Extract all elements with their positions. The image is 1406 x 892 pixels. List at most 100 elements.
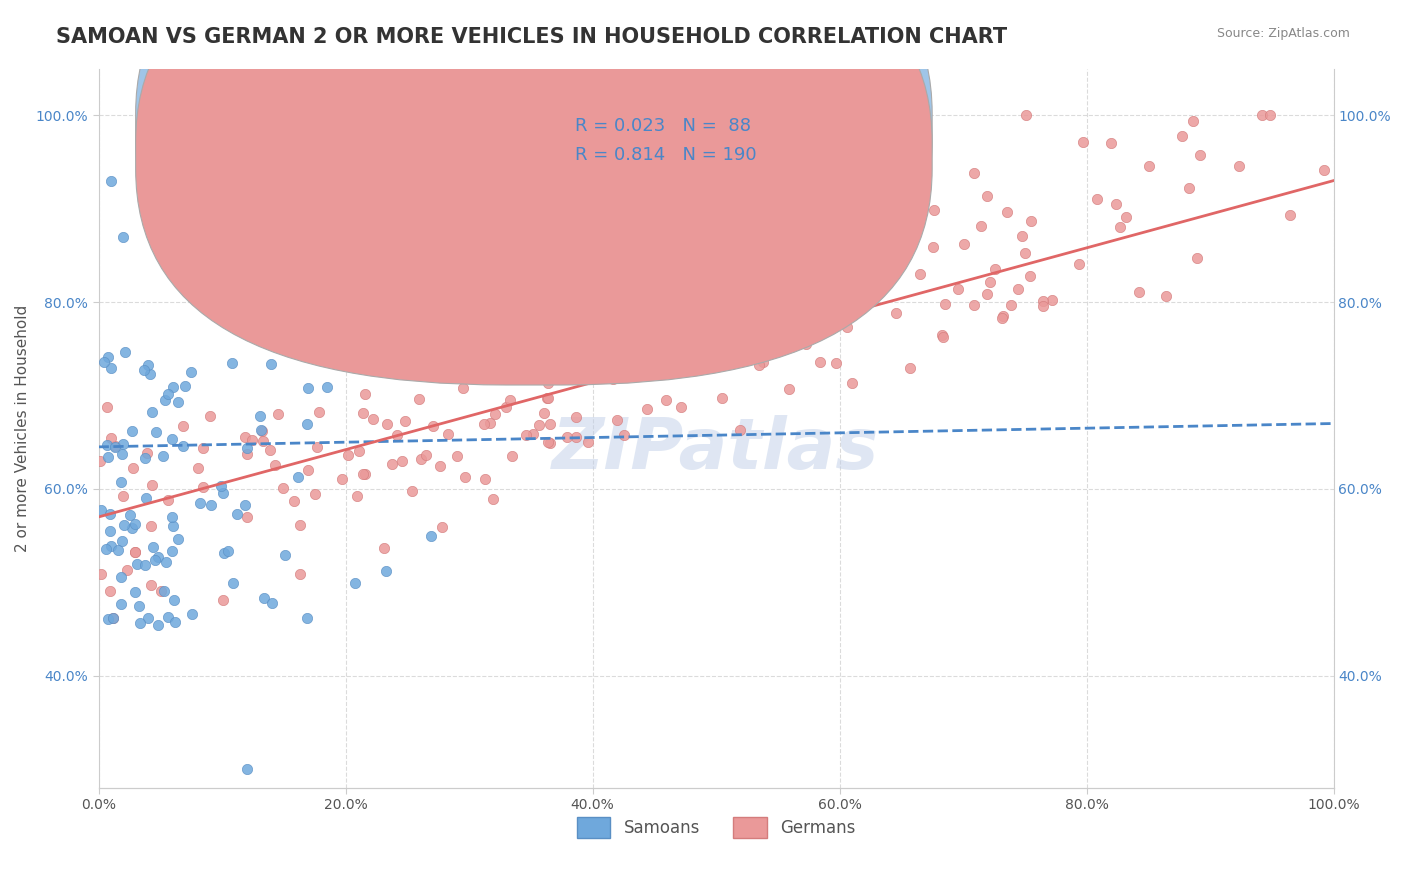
Point bbox=[1109, 219, 1132, 234]
Point bbox=[676, 261, 699, 276]
Point bbox=[118, 508, 141, 523]
Point bbox=[212, 486, 235, 500]
Point bbox=[162, 518, 184, 533]
Point bbox=[645, 367, 668, 381]
Point bbox=[124, 585, 146, 599]
Point bbox=[631, 330, 654, 344]
Point bbox=[430, 520, 453, 534]
Point bbox=[100, 539, 122, 553]
Text: ZIPatlas: ZIPatlas bbox=[553, 416, 880, 484]
Point bbox=[297, 381, 319, 395]
Point bbox=[93, 355, 115, 369]
Point bbox=[824, 288, 846, 302]
Point bbox=[136, 610, 159, 624]
Point bbox=[886, 306, 908, 320]
Point bbox=[1032, 294, 1054, 309]
Point bbox=[156, 493, 179, 508]
Point bbox=[167, 395, 190, 409]
Point bbox=[740, 281, 762, 295]
Point bbox=[139, 577, 162, 591]
Point bbox=[778, 382, 800, 396]
Point bbox=[249, 409, 271, 423]
Point bbox=[1105, 196, 1128, 211]
Point bbox=[128, 599, 150, 613]
Point bbox=[1278, 208, 1301, 222]
Point bbox=[415, 448, 437, 462]
Point bbox=[187, 461, 209, 475]
Point bbox=[446, 449, 468, 463]
Point bbox=[308, 405, 330, 419]
Point bbox=[121, 521, 143, 535]
Point bbox=[385, 428, 408, 442]
Point bbox=[349, 443, 371, 458]
Point bbox=[454, 371, 477, 385]
Point bbox=[627, 331, 650, 345]
Point bbox=[538, 417, 561, 431]
Point bbox=[627, 345, 650, 359]
Point bbox=[606, 413, 628, 427]
Point bbox=[1115, 211, 1137, 225]
Point bbox=[565, 410, 588, 425]
Point bbox=[555, 340, 578, 354]
Point bbox=[107, 543, 129, 558]
Point bbox=[571, 341, 593, 355]
Point bbox=[482, 492, 505, 507]
Point bbox=[381, 457, 404, 471]
Point bbox=[221, 356, 243, 370]
Text: R = 0.023   N =  88: R = 0.023 N = 88 bbox=[575, 117, 751, 135]
Point bbox=[143, 553, 166, 567]
Point bbox=[252, 434, 274, 448]
Point bbox=[707, 302, 730, 317]
Point bbox=[235, 498, 257, 512]
Point bbox=[111, 447, 134, 461]
Point bbox=[527, 417, 550, 432]
Point bbox=[141, 519, 163, 533]
Point bbox=[1014, 246, 1036, 260]
Point bbox=[160, 432, 183, 446]
Point bbox=[103, 611, 125, 625]
Point bbox=[174, 378, 197, 392]
Point bbox=[96, 401, 118, 415]
Point bbox=[963, 166, 986, 180]
Point bbox=[97, 612, 120, 626]
Point bbox=[110, 570, 132, 584]
Point bbox=[484, 408, 506, 422]
Point bbox=[1128, 285, 1150, 299]
Point bbox=[353, 467, 375, 482]
Point bbox=[110, 597, 132, 611]
Point bbox=[853, 227, 876, 242]
Point bbox=[236, 762, 259, 776]
Point bbox=[1171, 128, 1194, 143]
Point bbox=[112, 489, 135, 503]
Point bbox=[492, 302, 515, 317]
Point bbox=[536, 391, 558, 405]
Point bbox=[501, 449, 523, 463]
Point bbox=[841, 376, 863, 391]
Point bbox=[586, 344, 609, 359]
Point bbox=[1260, 108, 1282, 122]
Point bbox=[472, 417, 495, 431]
Point bbox=[267, 407, 290, 421]
Point bbox=[419, 529, 441, 543]
Point bbox=[984, 261, 1007, 276]
Point bbox=[1040, 293, 1063, 308]
Point bbox=[932, 330, 955, 344]
Point bbox=[307, 440, 329, 454]
Point bbox=[522, 427, 544, 442]
Point bbox=[112, 517, 135, 532]
Point bbox=[976, 189, 998, 203]
Point bbox=[747, 247, 769, 261]
Point bbox=[90, 503, 112, 517]
Point bbox=[148, 618, 170, 632]
Point bbox=[236, 510, 259, 524]
Point bbox=[1071, 136, 1094, 150]
Point bbox=[271, 482, 294, 496]
Point bbox=[167, 532, 190, 546]
Point bbox=[602, 372, 624, 386]
Point bbox=[153, 584, 176, 599]
Point bbox=[831, 292, 853, 306]
Point bbox=[134, 450, 156, 465]
Point bbox=[373, 541, 395, 556]
Point bbox=[1188, 147, 1211, 161]
Point bbox=[495, 401, 517, 415]
